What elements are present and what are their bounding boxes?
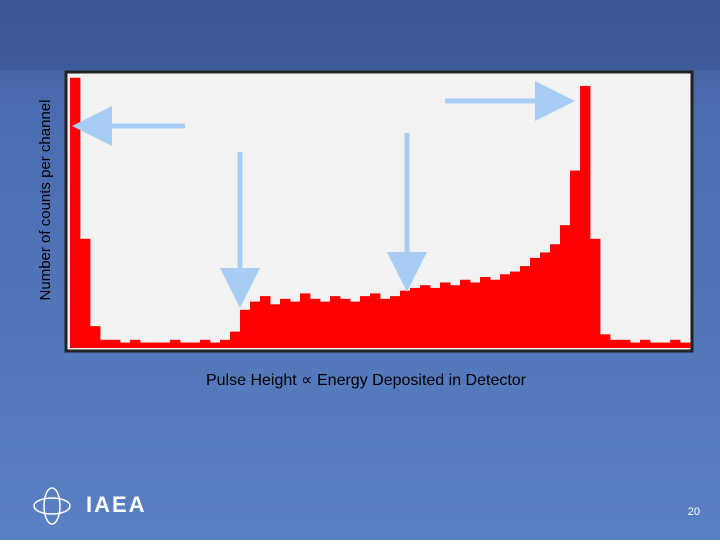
bar <box>110 339 121 348</box>
bar <box>310 298 321 348</box>
bar <box>460 279 471 348</box>
bar <box>290 301 301 348</box>
bar <box>440 282 451 348</box>
bar <box>590 238 601 348</box>
y-axis-label: Number of counts per channel <box>37 100 54 301</box>
bar <box>660 342 671 348</box>
bar <box>230 331 241 348</box>
bar <box>70 77 81 348</box>
bar <box>540 252 551 348</box>
bar <box>340 298 351 348</box>
bar <box>350 301 361 348</box>
bar <box>630 342 641 348</box>
logo-icon <box>33 497 71 515</box>
bar <box>240 309 251 348</box>
bar <box>570 170 581 348</box>
bar <box>250 301 261 348</box>
bar <box>170 339 181 348</box>
bar <box>490 279 501 348</box>
bar <box>450 285 461 348</box>
bar <box>560 225 571 348</box>
bar <box>420 285 431 348</box>
bar <box>370 293 381 348</box>
bar <box>100 339 111 348</box>
bar <box>120 342 131 348</box>
bar <box>160 342 171 348</box>
bar <box>620 339 631 348</box>
bar <box>280 298 291 348</box>
bar <box>140 342 151 348</box>
bar <box>300 293 311 348</box>
logo-icon <box>43 487 61 525</box>
bar <box>410 287 421 348</box>
bar <box>400 290 411 348</box>
bar <box>530 257 541 348</box>
bar <box>520 266 531 348</box>
bar <box>190 342 201 348</box>
bar <box>210 342 221 348</box>
bar <box>550 244 561 348</box>
bar <box>430 287 441 348</box>
bar <box>330 296 341 348</box>
bar <box>600 334 611 348</box>
bar <box>610 339 621 348</box>
header-band <box>0 0 720 70</box>
bar <box>500 274 511 348</box>
bar <box>510 271 521 348</box>
bar <box>90 326 101 348</box>
bar <box>390 296 401 348</box>
bar <box>680 342 691 348</box>
bar <box>480 277 491 348</box>
bar <box>150 342 161 348</box>
bar <box>200 339 211 348</box>
bar <box>270 304 281 348</box>
bar <box>580 85 591 349</box>
bar <box>670 339 681 348</box>
bar <box>130 339 141 348</box>
bar <box>380 298 391 348</box>
bar <box>640 339 651 348</box>
bar <box>220 339 231 348</box>
x-axis-label: Pulse Height ∝ Energy Deposited in Detec… <box>206 372 527 389</box>
bar <box>470 282 481 348</box>
logo: IAEA <box>33 487 147 525</box>
bar <box>180 342 191 348</box>
arrows <box>72 81 575 308</box>
bar <box>360 296 371 348</box>
bar <box>320 301 331 348</box>
bar <box>80 238 91 348</box>
page-number: 20 <box>688 506 700 518</box>
bar <box>650 342 661 348</box>
bar <box>260 296 271 348</box>
logo-text: IAEA <box>86 492 147 517</box>
